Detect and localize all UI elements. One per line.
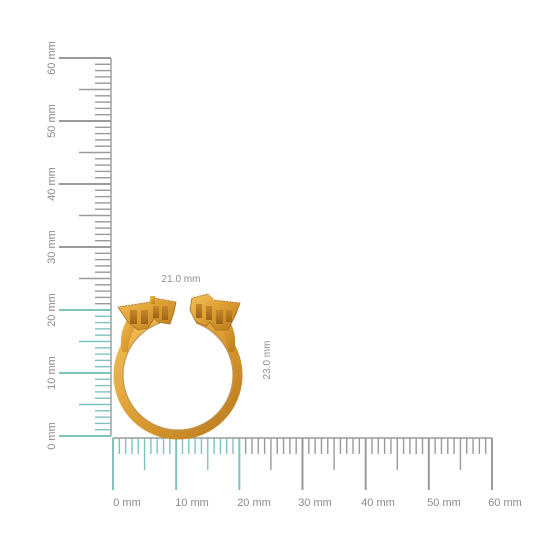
ring-band-outer — [113, 310, 243, 440]
ring-left-shank — [120, 312, 146, 352]
horizontal-label-50mm: 50 mm — [427, 497, 461, 509]
ring-illustration — [113, 291, 243, 440]
vertical-label-60mm: 60 mm — [46, 41, 58, 75]
horizontal-ruler-labels: 0 mm 10 mm 20 mm 30 mm 40 mm 50 mm 60 mm — [113, 497, 522, 509]
vertical-ruler-labels: 0 mm 10 mm 20 mm 30 mm 40 mm 50 mm 60 mm — [46, 41, 58, 450]
vertical-label-50mm: 50 mm — [46, 104, 58, 138]
horizontal-label-30mm: 30 mm — [298, 497, 332, 509]
ring-height-label: 23.0 mm — [262, 341, 273, 380]
horizontal-label-40mm: 40 mm — [361, 497, 395, 509]
vertical-label-40mm: 40 mm — [46, 167, 58, 201]
horizontal-label-20mm: 20 mm — [237, 497, 271, 509]
vertical-label-20mm: 20 mm — [46, 293, 58, 327]
horizontal-label-60mm: 60 mm — [488, 497, 522, 509]
vertical-label-0mm: 0 mm — [46, 422, 58, 450]
vertical-label-10mm: 10 mm — [46, 356, 58, 390]
ring-width-label: 21.0 mm — [162, 274, 201, 285]
ring-band-inner-edge — [122, 319, 234, 431]
ring-right-motif — [189, 291, 241, 331]
vertical-label-30mm: 30 mm — [46, 230, 58, 264]
ring-left-motif — [117, 295, 177, 331]
vertical-ruler — [59, 57, 112, 437]
horizontal-label-0mm: 0 mm — [113, 497, 141, 509]
horizontal-label-10mm: 10 mm — [175, 497, 209, 509]
horizontal-ruler — [112, 437, 493, 490]
